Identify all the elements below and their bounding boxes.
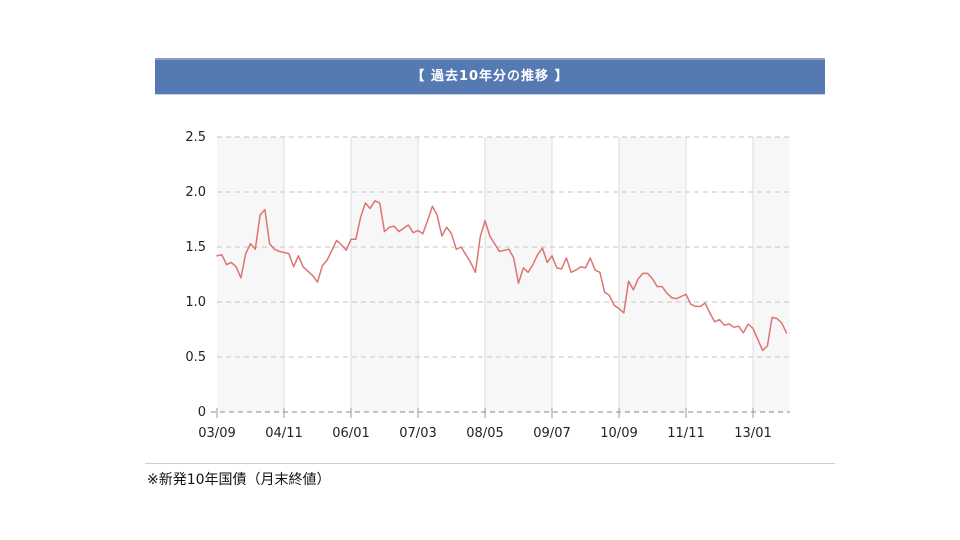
plot-band — [619, 137, 686, 412]
x-axis-tick-label: 11/11 — [667, 426, 704, 441]
chart-title-banner: 【 過去10年分の推移 】 — [155, 58, 825, 95]
x-axis-tick-label: 04/11 — [265, 426, 302, 441]
plot-band — [217, 137, 284, 412]
plot-band — [418, 137, 485, 412]
footnote-text: ※新発10年国債（月末終値） — [147, 472, 331, 488]
x-axis-tick-label: 13/01 — [734, 426, 771, 441]
y-axis-tick-label: 0.5 — [185, 350, 206, 365]
x-axis-tick-label: 06/01 — [332, 426, 369, 441]
plot-band — [284, 137, 351, 412]
plot-band — [753, 137, 790, 412]
plot-band — [686, 137, 753, 412]
x-axis-tick-label: 07/03 — [399, 426, 436, 441]
footnote-divider — [145, 463, 835, 464]
plot-band — [552, 137, 619, 412]
y-axis-tick-label: 2.5 — [185, 130, 206, 145]
x-axis-tick-label: 03/09 — [198, 426, 235, 441]
plot-band — [351, 137, 418, 412]
y-axis-tick-label: 0 — [198, 405, 206, 420]
chart-title: 【 過去10年分の推移 】 — [411, 69, 569, 84]
plot-band — [485, 137, 552, 412]
x-axis-tick-label: 09/07 — [533, 426, 570, 441]
x-axis-tick-label: 08/05 — [466, 426, 503, 441]
yield-series-line — [216, 200, 788, 352]
y-axis-tick-label: 1.5 — [185, 240, 206, 255]
y-axis-tick-label: 2.0 — [185, 185, 206, 200]
x-axis-tick-label: 10/09 — [600, 426, 637, 441]
y-axis-tick-label: 1.0 — [185, 295, 206, 310]
